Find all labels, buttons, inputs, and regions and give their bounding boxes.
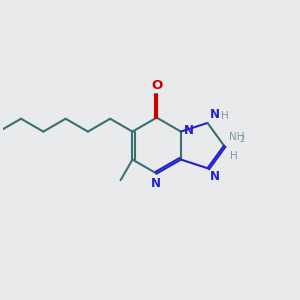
Text: 2: 2 <box>239 135 244 144</box>
Text: N: N <box>151 177 160 190</box>
Text: H: H <box>221 111 229 121</box>
Text: N: N <box>184 124 194 137</box>
Text: O: O <box>151 79 162 92</box>
Text: NH: NH <box>229 132 245 142</box>
Text: N: N <box>210 108 220 121</box>
Text: N: N <box>210 170 220 183</box>
Text: H: H <box>230 152 238 161</box>
